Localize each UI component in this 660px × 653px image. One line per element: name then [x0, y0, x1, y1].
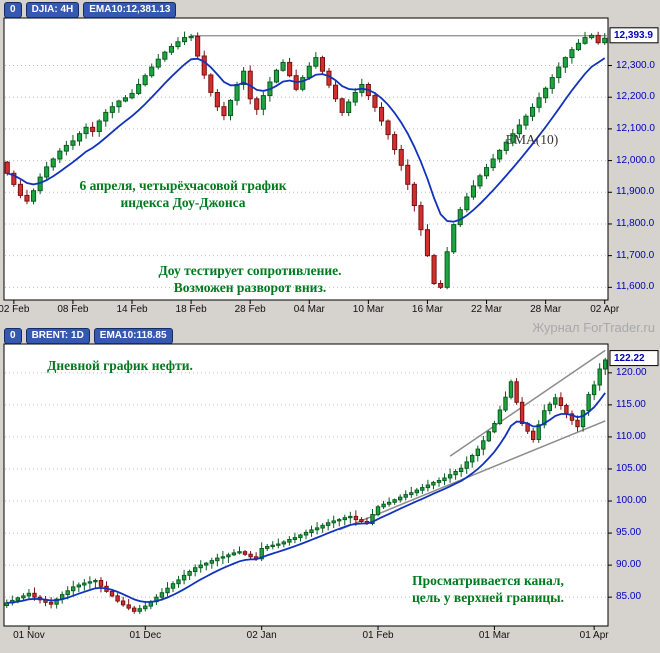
- ema-indicator-badge[interactable]: EMA10:12,381.13: [83, 2, 177, 18]
- price-tick-label: 105.00: [616, 462, 647, 474]
- chart-number-badge[interactable]: 0: [4, 328, 22, 344]
- djia-candlestick-chart[interactable]: [0, 0, 660, 326]
- chart-number-badge[interactable]: 0: [4, 2, 22, 18]
- current-price-tag: 122.22: [614, 352, 645, 364]
- chart-annotation: Просматривается канал, цель у верхней гра…: [411, 573, 565, 605]
- date-tick-label: 02 Jan: [246, 630, 277, 641]
- price-tick-label: 11,900.0: [616, 186, 655, 198]
- price-tick-label: 100.00: [616, 495, 647, 507]
- brent-candlestick-chart[interactable]: [0, 326, 660, 653]
- price-tick-label: 110.00: [616, 430, 646, 442]
- date-tick-label: 16 Mar: [411, 304, 444, 315]
- price-tick-label: 12,300.0: [616, 59, 655, 71]
- date-tick-label: 08 Feb: [57, 304, 89, 315]
- date-tick-label: 02 Apr: [590, 304, 620, 315]
- price-tick-label: 11,800.0: [616, 217, 655, 229]
- price-tick-label: 12,200.0: [616, 91, 655, 103]
- chart-annotation: Доу тестирует сопротивление. Возможен раз…: [158, 263, 342, 295]
- symbol-timeframe-badge[interactable]: DJIA: 4H: [25, 2, 80, 18]
- date-tick-label: 10 Mar: [352, 304, 384, 315]
- ema-indicator-badge[interactable]: EMA10:118.85: [93, 328, 173, 344]
- price-tick-label: 120.00: [616, 366, 647, 378]
- date-tick-label: 28 Feb: [234, 304, 266, 315]
- date-tick-label: 04 Mar: [293, 304, 325, 315]
- price-tick-label: 11,700.0: [616, 249, 655, 261]
- date-tick-label: 01 Nov: [13, 630, 45, 641]
- brent-1d-chart-panel: 0 BRENT: 1D EMA10:118.85 120.00 115.00 110…: [0, 326, 660, 652]
- date-tick-label: 01 Apr: [579, 630, 609, 641]
- price-tick-label: 85.00: [616, 591, 642, 603]
- djia-4h-chart-panel: 0 DJIA: 4H EMA10:12,381.13 12,300.0 12,20…: [0, 0, 660, 326]
- price-tick-label: 12,100.0: [616, 122, 655, 134]
- price-tick-label: 95.00: [616, 527, 642, 539]
- brent-toolbar: 0 BRENT: 1D EMA10:118.85: [4, 328, 173, 344]
- price-tick-label: 11,600.0: [616, 281, 655, 293]
- date-tick-label: 28 Mar: [530, 304, 562, 315]
- date-tick-label: 01 Feb: [362, 630, 394, 641]
- date-tick-label: 01 Mar: [478, 630, 510, 641]
- date-tick-label: 22 Mar: [470, 304, 503, 315]
- date-tick-label: 01 Dec: [129, 630, 162, 641]
- date-tick-label: 18 Feb: [175, 304, 207, 315]
- price-tick-label: 115.00: [616, 398, 646, 410]
- chart-annotation: EMA(10): [505, 132, 559, 147]
- djia-toolbar: 0 DJIA: 4H EMA10:12,381.13: [4, 2, 177, 18]
- chart-annotation: 6 апреля, четырёхчасовой график индекса Д…: [79, 178, 287, 210]
- date-tick-label: 14 Feb: [116, 304, 148, 315]
- symbol-timeframe-badge[interactable]: BRENT: 1D: [25, 328, 90, 344]
- current-price-tag: 12,393.9: [614, 29, 653, 41]
- date-tick-label: 02 Feb: [0, 304, 30, 315]
- chart-annotation: Дневной график нефти.: [47, 358, 193, 373]
- fortrader-watermark: Журнал ForTrader.ru: [532, 320, 655, 335]
- price-tick-label: 12,000.0: [616, 154, 655, 166]
- price-tick-label: 90.00: [616, 559, 642, 571]
